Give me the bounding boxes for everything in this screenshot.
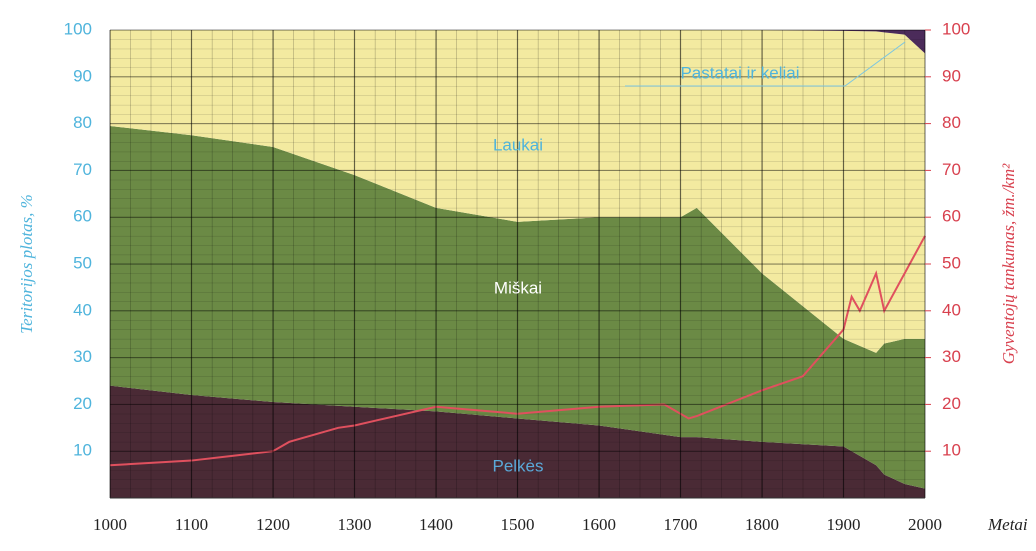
x-tick-label: 1200: [256, 515, 290, 534]
y-tick-label: 40: [73, 300, 92, 319]
area-label: Miškai: [494, 278, 542, 297]
y2-tick-label: 30: [942, 347, 961, 366]
x-tick-label: 1100: [175, 515, 208, 534]
x-tick-label: 1900: [827, 515, 861, 534]
overlay: [109, 29, 926, 498]
y2-tick-label: 90: [942, 66, 961, 85]
area-label: Pelkės: [492, 456, 543, 475]
x-tick-label: 1300: [338, 515, 372, 534]
x-tick-label: 1500: [501, 515, 535, 534]
x-tick-label: 1800: [745, 515, 779, 534]
y-tick-label: 80: [73, 113, 92, 132]
y-tick-label: 90: [73, 66, 92, 85]
y-axis-label: Teritorijos plotas, %: [17, 194, 36, 334]
x-tick-label: 1700: [664, 515, 698, 534]
y2-tick-label: 60: [942, 207, 961, 226]
y2-tick-label: 40: [942, 300, 961, 319]
y2-tick-label: 100: [942, 19, 970, 38]
area-label: Pastatai ir keliai: [680, 63, 799, 82]
y2-tick-label: 10: [942, 441, 961, 460]
y-tick-label: 10: [73, 441, 92, 460]
y2-tick-label: 80: [942, 113, 961, 132]
x-tick-label: 1000: [93, 515, 127, 534]
y-tick-label: 20: [73, 394, 92, 413]
y2-tick-label: 20: [942, 394, 961, 413]
line: [109, 235, 926, 467]
x-axis-label: Metai: [987, 515, 1028, 534]
x-tick-label: 1600: [582, 515, 616, 534]
x-tick-label: 2000: [908, 515, 942, 534]
x-tick-label: 1400: [419, 515, 453, 534]
y2-tick-label: 50: [942, 253, 961, 272]
leader-line: [844, 41, 906, 87]
y-tick-label: 50: [73, 253, 92, 272]
y2-axis-label: Gyventojų tankumas, žm./km²: [999, 163, 1018, 364]
y-tick-label: 30: [73, 347, 92, 366]
y-tick-label: 100: [64, 19, 92, 38]
y2-tick-label: 70: [942, 160, 961, 179]
area-label: Laukai: [493, 135, 543, 154]
y-tick-label: 70: [73, 160, 92, 179]
y-tick-label: 60: [73, 207, 92, 226]
